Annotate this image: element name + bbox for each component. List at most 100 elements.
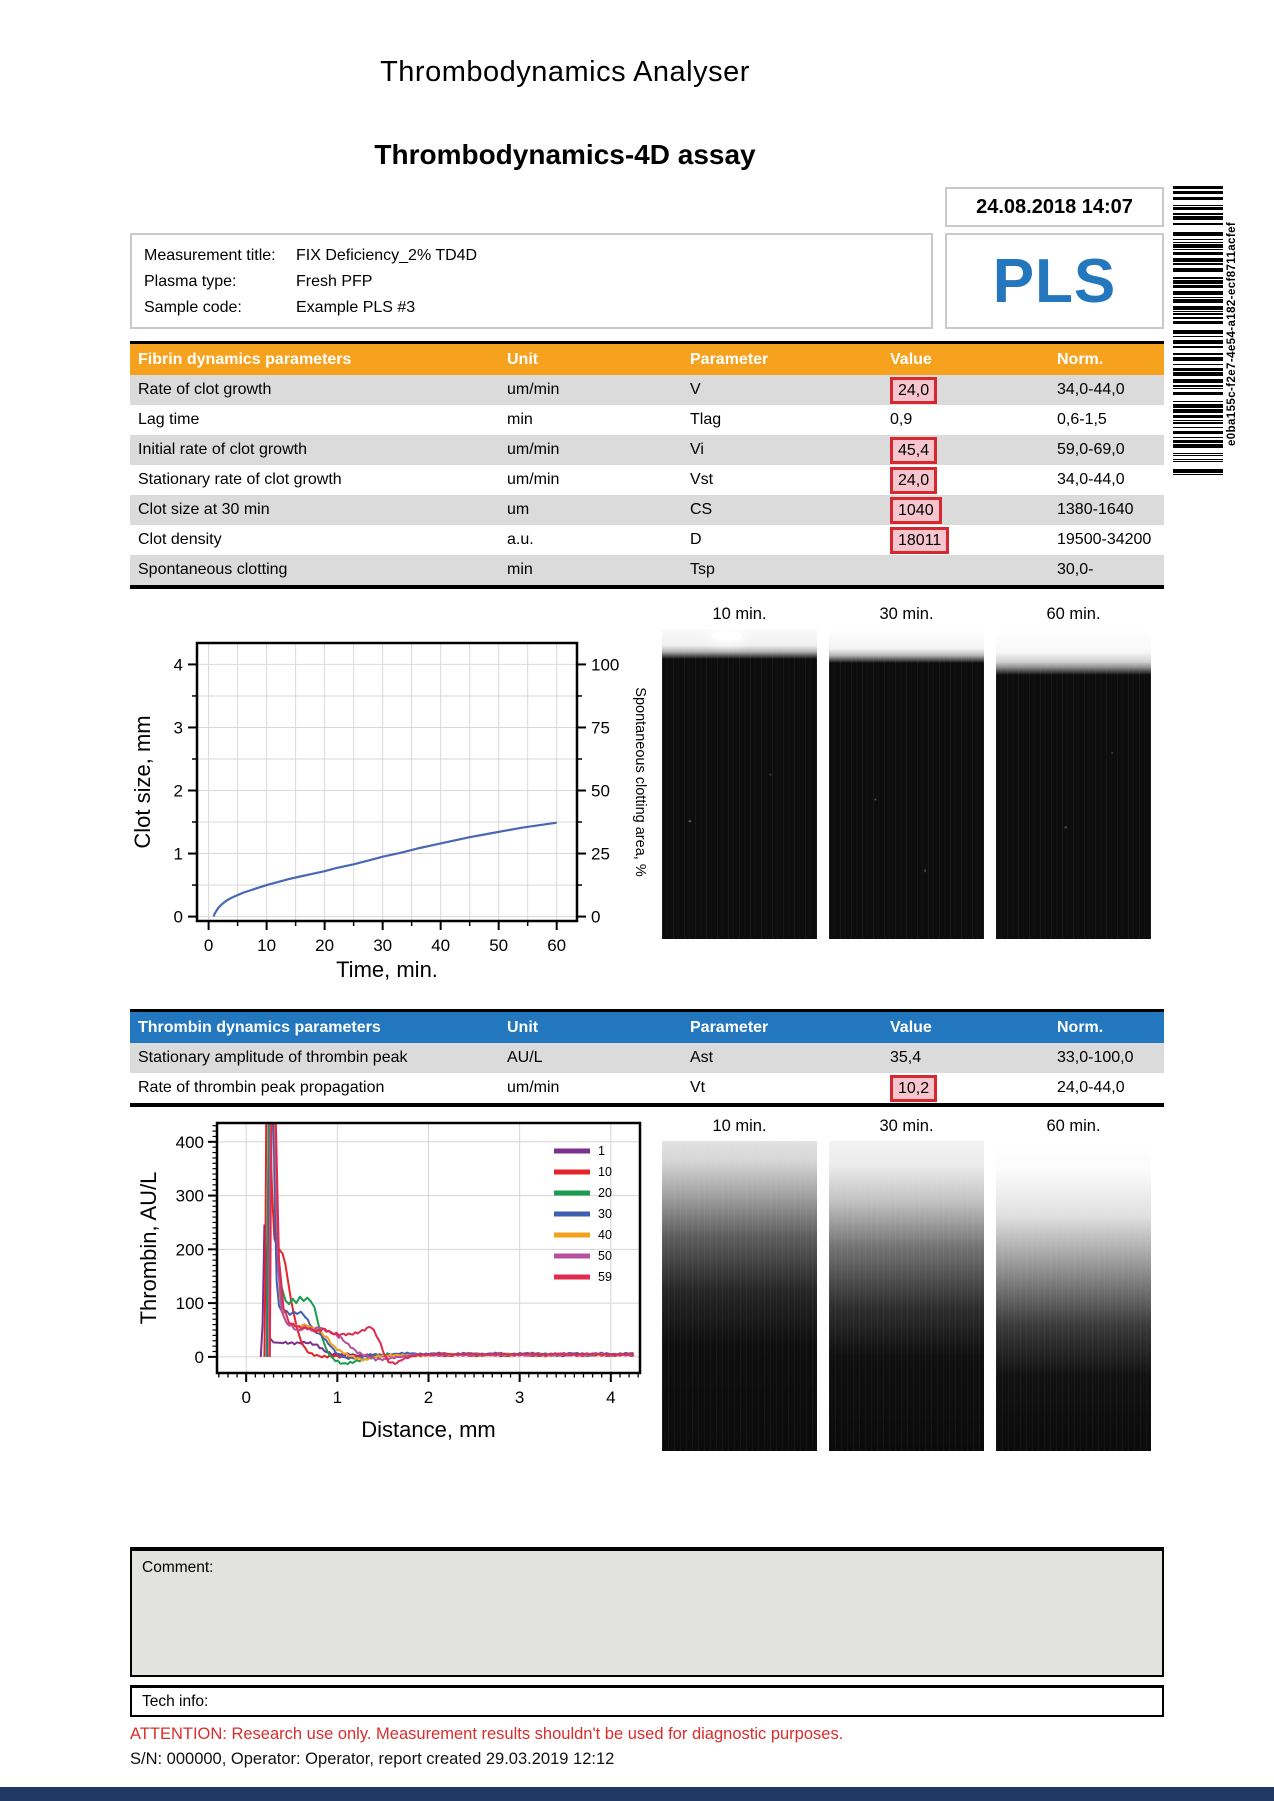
svg-text:0: 0 (591, 908, 600, 927)
thrombin-parameters-table: Thrombin dynamics parameters Unit Paramete… (130, 1009, 1164, 1107)
column-header: Norm. (1049, 342, 1164, 375)
svg-text:25: 25 (591, 845, 610, 864)
norm-cell: 34,0-44,0 (1057, 471, 1125, 488)
well-time-label: 60 min. (1046, 605, 1101, 623)
svg-text:40: 40 (431, 936, 450, 955)
well-column: 10 min. (662, 1115, 817, 1451)
parameter-name-cell: Rate of thrombin peak propagation (138, 1079, 385, 1096)
norm-cell: 0,6-1,5 (1057, 411, 1107, 428)
parameter-name-cell: Rate of clot growth (130, 375, 499, 405)
svg-text:0: 0 (195, 1348, 204, 1367)
value-cell: 24,0 (882, 375, 1049, 405)
svg-text:Clot size, mm: Clot size, mm (130, 715, 155, 848)
measurement-title-row: Measurement title: FIX Deficiency_2% TD4D (144, 243, 919, 269)
svg-text:3: 3 (174, 718, 183, 737)
svg-text:20: 20 (598, 1186, 612, 1200)
svg-text:3: 3 (515, 1388, 524, 1407)
svg-text:40: 40 (598, 1228, 612, 1242)
svg-text:Thrombin, AU/L: Thrombin, AU/L (136, 1172, 161, 1325)
svg-text:60: 60 (547, 936, 566, 955)
svg-text:0: 0 (174, 908, 183, 927)
parameter-name-cell: Lag time (138, 411, 200, 428)
app-title: Thrombodynamics Analyser (380, 56, 750, 88)
table-row: Initial rate of clot growth um/min Vi 45,4 5… (130, 435, 1164, 465)
measurement-title-label: Measurement title: (144, 247, 276, 264)
column-header: Value (882, 342, 1049, 375)
norm-cell: 24,0-44,0 (1057, 1079, 1125, 1096)
svg-text:75: 75 (591, 718, 610, 737)
well-image-60-min (996, 629, 1151, 939)
table-row: Stationary amplitude of thrombin peak AU/… (130, 1043, 1164, 1073)
svg-text:50: 50 (489, 936, 508, 955)
pls-logo: PLS (992, 246, 1117, 316)
well-column: 30 min. (829, 1115, 984, 1451)
column-header: Unit (499, 1010, 682, 1043)
svg-text:200: 200 (176, 1240, 204, 1259)
well-image-10-min (662, 1141, 817, 1451)
value-cell: 0,9 (890, 411, 913, 428)
svg-text:50: 50 (591, 782, 610, 801)
well-time-label: 30 min. (879, 1117, 934, 1135)
well-image-60-min (996, 1141, 1151, 1451)
comment-box: Comment: (130, 1547, 1164, 1677)
parameter-code-cell: CS (682, 495, 882, 525)
unit-cell: min (499, 555, 682, 587)
norm-cell: 59,0-69,0 (1049, 435, 1164, 465)
table-row: Rate of clot growth um/min V 24,0 34,0-44,0 (130, 375, 1164, 405)
out-of-norm-flag: 10,2 (890, 1074, 938, 1102)
barcode-text: e0ba155c-f2e7-4e54-a182-ecf8711acfef (1226, 221, 1238, 447)
well-image-30-min (829, 629, 984, 939)
value-cell: 10,2 (882, 1073, 1049, 1105)
svg-text:0: 0 (204, 936, 213, 955)
norm-cell: 34,0-44,0 (1049, 375, 1164, 405)
unit-cell: um/min (499, 375, 682, 405)
value-cell: 35,4 (882, 1043, 1049, 1073)
norm-cell: 1380-1640 (1049, 495, 1164, 525)
fibrin-well-images: 10 min. 30 min. 60 min. (662, 603, 1151, 939)
thrombin-visuals: 0 1 2 3 4 0 100 200 300 400 1 10 20 30 40 50 59 Distance,… (130, 1115, 1164, 1451)
plasma-type-value: Fresh PFP (296, 273, 373, 290)
parameter-code-cell: Tlag (690, 411, 722, 428)
svg-text:2: 2 (424, 1388, 433, 1407)
thrombin-table-header: Thrombin dynamics parameters Unit Paramete… (130, 1010, 1164, 1043)
fibrin-visuals: 0 10 20 30 40 50 60 0 1 2 3 4 0 25 50 75 100 Time, min. Cl… (130, 603, 1164, 985)
fibrin-parameters-table: Fibrin dynamics parameters Unit Parameter V… (130, 341, 1164, 589)
column-header: Parameter (682, 1010, 882, 1043)
svg-text:4: 4 (174, 655, 183, 674)
norm-cell: 33,0-100,0 (1049, 1043, 1164, 1073)
parameter-code-cell: Tsp (682, 555, 882, 587)
out-of-norm-flag: 24,0 (890, 466, 938, 494)
value-cell (882, 555, 1049, 587)
column-header: Norm. (1049, 1010, 1164, 1043)
plasma-type-label: Plasma type: (144, 273, 237, 290)
parameter-name-cell: Clot density (138, 531, 222, 548)
fibrin-table-header: Fibrin dynamics parameters Unit Parameter V… (130, 342, 1164, 375)
comment-label: Comment: (142, 1559, 214, 1576)
parameter-name-cell: Spontaneous clotting (130, 555, 499, 587)
svg-text:4: 4 (606, 1388, 615, 1407)
parameter-name-cell: Clot size at 30 min (130, 495, 499, 525)
well-column: 10 min. (662, 603, 817, 939)
column-header: Thrombin dynamics parameters (130, 1010, 499, 1043)
value-cell: 18011 (882, 525, 1049, 555)
out-of-norm-flag: 18011 (890, 526, 950, 554)
value-cell: 1040 (882, 495, 1049, 525)
svg-text:10: 10 (257, 936, 276, 955)
column-header: Fibrin dynamics parameters (130, 342, 499, 375)
svg-text:Distance, mm: Distance, mm (361, 1417, 495, 1442)
out-of-norm-flag: 24,0 (890, 376, 938, 404)
parameter-code-cell: D (690, 531, 702, 548)
well-time-label: 60 min. (1046, 1117, 1101, 1135)
svg-text:1: 1 (598, 1144, 605, 1158)
well-time-label: 10 min. (712, 605, 767, 623)
parameter-code-cell: Vi (682, 435, 882, 465)
well-column: 30 min. (829, 603, 984, 939)
parameter-name-cell: Initial rate of clot growth (130, 435, 499, 465)
svg-text:50: 50 (598, 1249, 612, 1263)
svg-text:1: 1 (333, 1388, 342, 1407)
report-title: Thrombodynamics-4D assay (374, 139, 756, 170)
parameter-code-cell: Ast (682, 1043, 882, 1073)
